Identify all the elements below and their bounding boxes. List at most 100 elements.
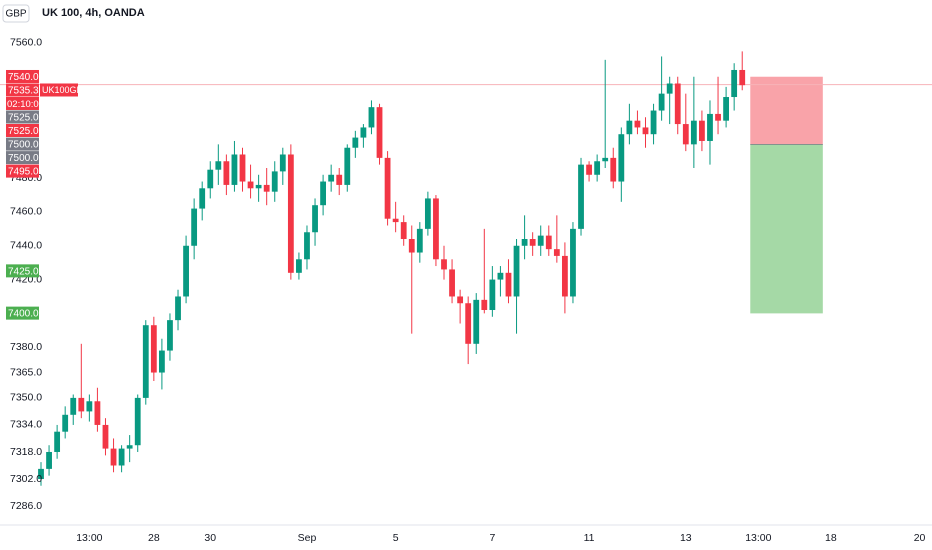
x-tick-label: 5 — [393, 532, 399, 544]
price-label: 7400.0 — [8, 309, 39, 320]
countdown-bg — [6, 96, 39, 110]
candle-body — [666, 83, 673, 94]
target-zone — [750, 144, 823, 314]
candle-body — [658, 93, 665, 111]
x-tick-label: 13:00 — [76, 532, 102, 544]
candle-body — [296, 259, 302, 273]
candle-body — [449, 269, 455, 297]
candle-body — [336, 174, 343, 185]
candle-body — [570, 228, 576, 297]
candle-body — [271, 171, 278, 192]
candle-body — [699, 120, 705, 141]
price-label-bg — [6, 306, 39, 320]
candle-body — [102, 424, 109, 449]
candle-body — [279, 154, 286, 172]
candle-body — [465, 303, 472, 344]
candle-body — [231, 154, 238, 185]
candle-body — [473, 299, 480, 344]
candle-body — [360, 127, 367, 138]
currency-box[interactable] — [2, 4, 30, 23]
candle-body — [167, 320, 173, 351]
x-tick-label: 11 — [584, 532, 595, 544]
price-label: 7500.0 — [8, 153, 39, 164]
candle-body — [94, 401, 101, 425]
candle-body — [586, 164, 592, 175]
candle-body — [481, 299, 488, 310]
x-tick-label: 30 — [204, 532, 216, 544]
candle-body — [553, 249, 560, 256]
x-tick-label: 28 — [148, 532, 160, 544]
candle-body — [521, 239, 528, 246]
candle-body — [38, 468, 44, 480]
x-tick-label: Sep — [298, 532, 317, 544]
candle-body — [626, 120, 633, 135]
y-tick-label: 7350.0 — [10, 392, 42, 404]
symbol-tag: UK100GBP — [42, 85, 89, 95]
y-tick-label: 7318.0 — [10, 446, 42, 458]
candle-body — [545, 235, 552, 250]
candle-body — [175, 296, 181, 321]
candle-body — [287, 154, 294, 273]
candle-body — [642, 127, 649, 135]
price-label: 7525.0 — [8, 126, 39, 137]
candle-body — [618, 134, 625, 182]
price-label: 7525.0 — [8, 112, 39, 123]
price-label-bg — [6, 110, 39, 124]
candle-body — [594, 161, 601, 175]
candle-body — [602, 157, 609, 162]
candle-body — [239, 154, 246, 182]
candle-body — [497, 272, 504, 280]
candle-body — [561, 255, 568, 297]
candle-body — [537, 235, 544, 246]
price-label: 7425.0 — [8, 266, 39, 277]
candle-body — [118, 448, 125, 466]
symbol-title: UK 100, 4h, OANDA — [42, 7, 145, 19]
y-tick-label: 7440.0 — [10, 240, 42, 252]
stop-zone — [750, 76, 823, 145]
candle-body — [400, 222, 407, 240]
candle-body — [150, 325, 157, 373]
candle-body — [529, 239, 536, 246]
price-label-bg — [6, 164, 39, 178]
price-label-bg — [6, 69, 39, 83]
y-tick-label: 7334.0 — [10, 419, 42, 431]
candle-body — [78, 397, 85, 412]
candle-body — [320, 181, 327, 206]
candle-body — [46, 451, 52, 469]
symbol-tag-bg — [40, 83, 78, 97]
candle-body — [739, 69, 746, 86]
candle-body — [126, 445, 133, 449]
candle-body — [424, 198, 431, 229]
last-price-label: 7535.3 — [8, 85, 39, 96]
candle-body — [344, 147, 351, 185]
price-label: 7495.0 — [8, 166, 39, 177]
candle-body — [433, 198, 439, 260]
candle-body — [304, 232, 310, 260]
candle-body — [247, 181, 254, 189]
candle-body — [513, 245, 520, 297]
candle-body — [682, 124, 689, 145]
y-tick-label: 7365.0 — [10, 366, 42, 378]
candle-body — [715, 113, 721, 121]
candle-body — [610, 157, 617, 182]
candle-body — [328, 174, 335, 182]
currency[interactable]: GBP — [5, 9, 26, 20]
candle-body — [707, 113, 713, 141]
candle-body — [690, 120, 697, 145]
last-price-label-bg — [6, 83, 39, 97]
candle-body — [578, 164, 584, 229]
price-label: 7500.0 — [8, 139, 39, 150]
candle-body — [392, 218, 399, 223]
candle-body — [183, 245, 189, 297]
candle-body — [223, 161, 230, 185]
x-tick-label: 13:00 — [745, 532, 771, 544]
candle-body — [142, 325, 149, 398]
x-tick-label: 7 — [489, 532, 495, 544]
price-label-bg — [6, 137, 39, 151]
candle-body — [634, 120, 641, 128]
candle-body — [312, 205, 318, 233]
candle-body — [191, 208, 198, 246]
candle-body — [199, 188, 206, 209]
candle-body — [70, 397, 77, 415]
